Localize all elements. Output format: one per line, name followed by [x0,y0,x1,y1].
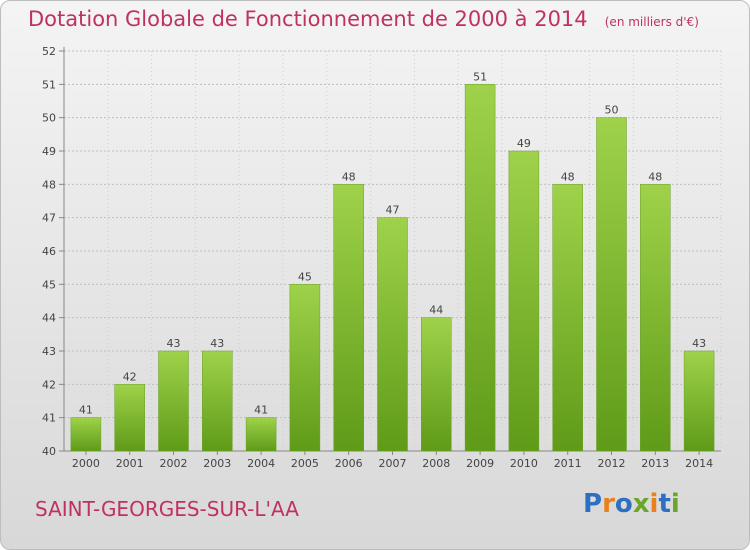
bar-value-label: 49 [517,137,531,150]
bar-value-label: 48 [561,170,575,183]
logo-letter: r [602,489,615,519]
y-tick-label: 40 [42,445,56,458]
bar-2006[interactable] [333,184,364,452]
bar-value-label: 48 [342,170,356,183]
town-name: SAINT-GEORGES-SUR-L'AA [35,497,299,521]
bar-2004[interactable] [245,417,277,452]
title-row: Dotation Globale de Fonctionnement de 20… [28,7,699,31]
bar-value-label: 47 [386,204,400,217]
y-tick-label: 51 [42,78,56,91]
bar-2011[interactable] [552,184,583,452]
proxiti-logo[interactable]: Proxiti [583,489,680,519]
x-tick-label: 2012 [598,457,626,470]
y-tick-label: 45 [42,278,56,291]
x-tick-label: 2005 [291,457,319,470]
x-tick-label: 2008 [422,457,450,470]
x-tick-label: 2000 [72,457,100,470]
x-tick-label: 2011 [554,457,582,470]
x-tick-label: 2010 [510,457,538,470]
y-tick-label: 46 [42,245,56,258]
bar-value-label: 51 [473,70,487,83]
bar-value-label: 41 [254,404,268,417]
bar-2005[interactable] [289,284,321,452]
axes: 40 41 42 43 44 45 46 47 48 49 50 51 52 2000 2001 2002 20… [42,45,721,470]
bar-2009[interactable] [464,84,496,452]
x-tick-label: 2014 [685,457,713,470]
y-tick-label: 47 [42,212,56,225]
bar-2002[interactable] [158,350,189,452]
bar-2007[interactable] [377,217,408,452]
bar-value-label: 48 [648,170,662,183]
x-tick-label: 2009 [466,457,494,470]
bar-2003[interactable] [202,350,233,452]
x-tick-label: 2006 [335,457,363,470]
y-tick-label: 48 [42,178,56,191]
logo-letter: t [658,489,671,519]
bar-value-label: 43 [210,337,224,350]
x-tick-label: 2001 [116,457,144,470]
data-labels: 41 42 43 43 41 45 48 47 44 51 49 48 50 48 43 [79,70,706,416]
bar-value-label: 42 [123,370,137,383]
chart-subtitle: (en milliers d'€) [604,15,699,29]
y-tick-label: 42 [42,378,56,391]
bar-value-label: 45 [298,270,312,283]
y-tick-label: 44 [42,312,56,325]
y-tick-label: 43 [42,345,56,358]
bar-2010[interactable] [508,150,540,452]
y-tick-label: 52 [42,45,56,58]
chart-title: Dotation Globale de Fonctionnement de 20… [28,7,588,31]
bar-2001[interactable] [114,384,145,452]
bar-2013[interactable] [640,184,671,452]
logo-letter: x [632,489,650,519]
bar-value-label: 44 [429,304,443,317]
x-tick-label: 2004 [247,457,275,470]
y-tick-label: 49 [42,145,56,158]
logo-letter: i [649,489,659,519]
bar-value-label: 43 [692,337,706,350]
logo-letter: i [670,489,680,519]
bar-value-label: 43 [167,337,181,350]
bar-2008[interactable] [421,317,452,452]
x-tick-label: 2013 [641,457,669,470]
y-tick-label: 41 [42,412,56,425]
bar-value-label: 50 [605,104,619,117]
x-tick-label: 2003 [203,457,231,470]
logo-letter: P [583,489,603,519]
x-tick-label: 2007 [379,457,407,470]
bar-2014[interactable] [683,350,715,452]
bars [70,84,715,452]
bar-2012[interactable] [596,117,627,452]
logo-letter: o [614,489,633,519]
bar-2000[interactable] [70,417,102,452]
bar-value-label: 41 [79,404,93,417]
x-tick-label: 2002 [160,457,188,470]
y-tick-label: 50 [42,112,56,125]
